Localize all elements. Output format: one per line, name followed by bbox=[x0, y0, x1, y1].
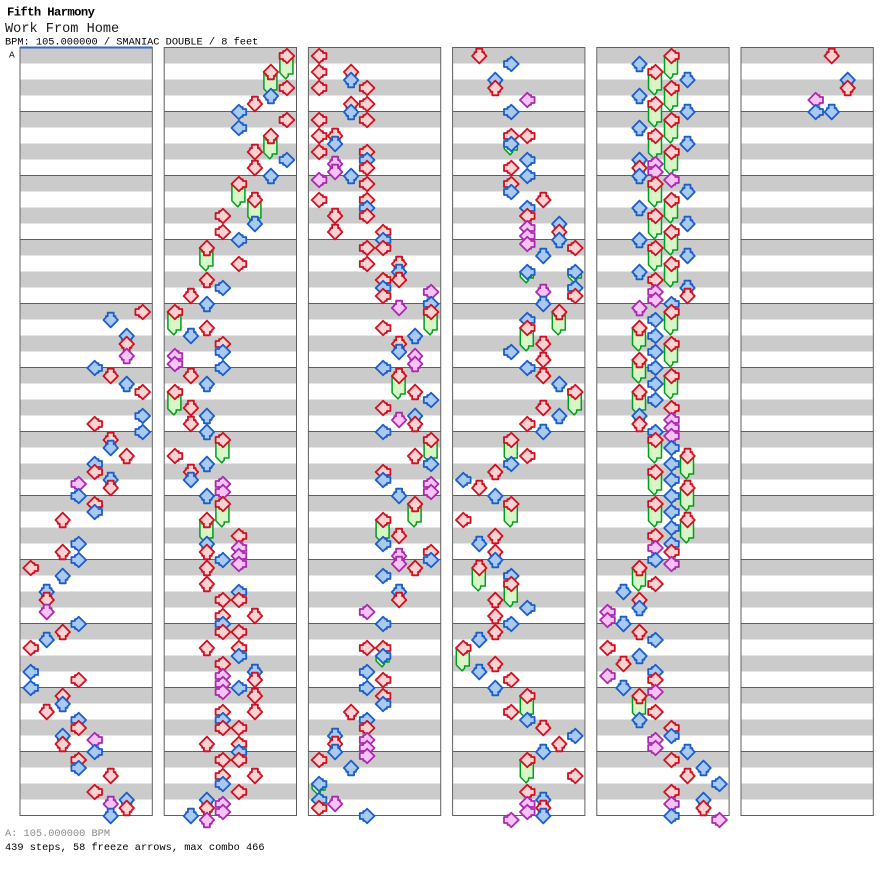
svg-text:BPM: 105.000000 / SMANIAC DOUB: BPM: 105.000000 / SMANIAC DOUBLE / 8 fee… bbox=[5, 36, 258, 48]
svg-text:Work From Home: Work From Home bbox=[5, 22, 119, 37]
svg-text:A: A bbox=[9, 50, 15, 61]
svg-text:Fifth Harmony: Fifth Harmony bbox=[7, 6, 96, 20]
svg-text:439 steps, 58 freeze arrows, m: 439 steps, 58 freeze arrows, max combo 4… bbox=[5, 842, 265, 854]
svg-text:A: 105.000000 BPM: A: 105.000000 BPM bbox=[5, 828, 110, 840]
